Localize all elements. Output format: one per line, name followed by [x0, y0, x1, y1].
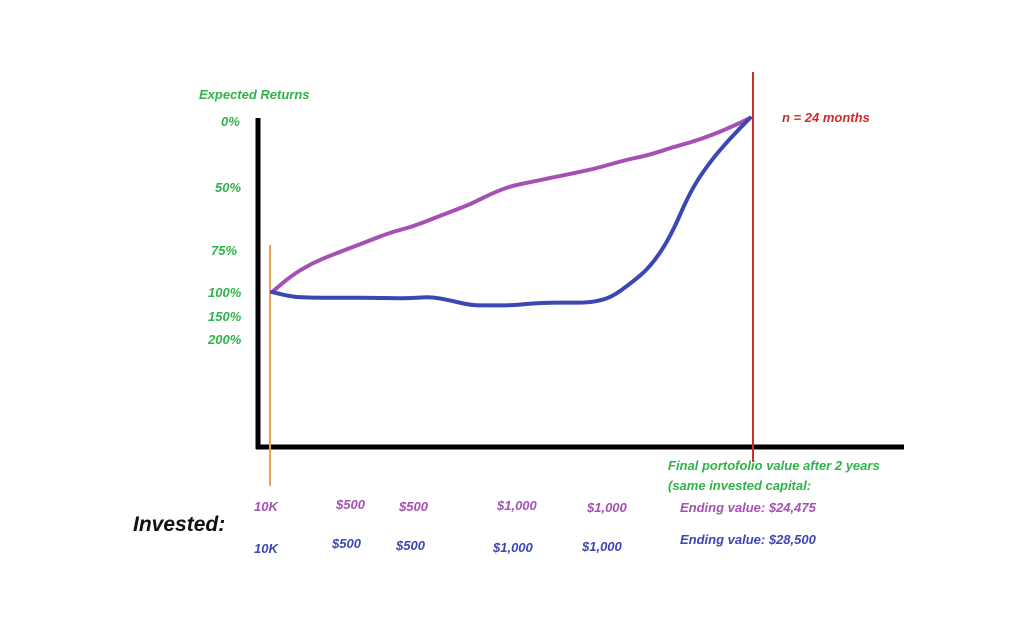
invested-blue-item: $500: [395, 538, 426, 553]
invested-purple-item: $1,000: [496, 498, 538, 513]
y-axis-title: Expected Returns: [199, 87, 310, 102]
y-tick-label: 50%: [215, 180, 241, 195]
invested-blue-item: $1,000: [492, 540, 534, 555]
y-tick-label: 150%: [208, 309, 242, 324]
invested-blue-item: $500: [331, 536, 362, 551]
final-title-line1: Final portofolio value after 2 years: [668, 458, 880, 473]
series-line-purple: [270, 116, 752, 294]
ending-value-blue: Ending value: $28,500: [680, 532, 817, 547]
invested-purple-item: $500: [398, 499, 429, 514]
invested-blue-item: 10K: [254, 541, 279, 556]
invested-purple-item: 10K: [254, 499, 279, 514]
series-line-blue: [270, 116, 752, 308]
y-tick-label: 75%: [211, 243, 237, 258]
invested-purple-item: $1,000: [586, 500, 628, 515]
final-title-line2: (same invested capital:: [668, 478, 811, 493]
invested-purple-item: $500: [335, 497, 366, 512]
ending-value-purple: Ending value: $24,475: [680, 500, 817, 515]
invested-blue-item: $1,000: [581, 539, 623, 554]
y-tick-label: 200%: [207, 332, 242, 347]
y-tick-label: 100%: [208, 285, 242, 300]
invested-label: Invested:: [133, 513, 225, 536]
end-marker-label: n = 24 months: [782, 110, 870, 125]
y-tick-label: 0%: [221, 114, 240, 129]
